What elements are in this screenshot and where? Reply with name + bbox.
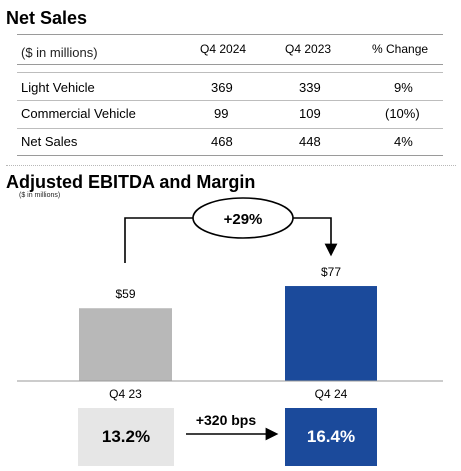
ticks-group: Q4 23 Q4 24	[109, 387, 348, 401]
row-label: Commercial Vehicle	[21, 106, 136, 121]
col-change: % Change	[372, 42, 429, 56]
col-q4-2024: Q4 2024	[200, 42, 247, 56]
row-q4-2024: 369	[211, 80, 233, 95]
table-row: Commercial Vehicle 99 109 (10%)	[17, 100, 443, 128]
growth-label: +29%	[224, 211, 263, 228]
row-change: 4%	[394, 134, 413, 149]
row-q4-2024: 468	[211, 134, 233, 149]
table-divider	[17, 100, 443, 101]
table-divider	[17, 155, 443, 156]
margin-box-q4-23: 13.2%	[78, 408, 174, 466]
x-tick-label: Q4 24	[315, 387, 348, 401]
growth-bracket-left	[124, 217, 193, 263]
net-sales-header-row: ($ in millions) Q4 2024 Q4 2023 % Change	[17, 34, 443, 65]
col-q4-2023: Q4 2023	[285, 42, 332, 56]
growth-bracket-right	[293, 217, 338, 257]
margin-value-q4-24: 16.4%	[306, 427, 356, 446]
row-change: (10%)	[385, 106, 420, 121]
x-tick-label: Q4 23	[109, 387, 142, 401]
row-q4-2023: 109	[299, 106, 321, 121]
bars-group: $59 $77	[79, 265, 377, 381]
margin-change-label: +320 bps	[196, 412, 257, 428]
ebitda-unit-note: ($ in millions)	[19, 192, 61, 199]
margin-value-q4-23: 13.2%	[101, 427, 151, 446]
row-q4-2023: 339	[299, 80, 321, 95]
table-divider	[17, 72, 443, 73]
margin-box-q4-24: 16.4%	[285, 408, 377, 466]
unit-note: ($ in millions)	[21, 45, 98, 60]
bar-data-label: $77	[321, 265, 341, 279]
table-divider	[17, 128, 443, 129]
bar-q4-24	[285, 286, 377, 381]
bar-q4-23	[79, 308, 172, 381]
growth-ellipse	[192, 197, 294, 239]
row-q4-2023: 448	[299, 134, 321, 149]
row-label: Light Vehicle	[21, 80, 95, 95]
net-sales-title: Net Sales	[6, 8, 88, 28]
section-divider	[6, 165, 456, 166]
bar-data-label: $59	[115, 287, 135, 301]
ebitda-title: Adjusted EBITDA and Margin	[6, 172, 256, 192]
row-label: Net Sales	[21, 134, 78, 149]
row-q4-2024: 99	[214, 106, 229, 121]
table-row: Light Vehicle 369 339 9%	[17, 72, 443, 100]
table-row: Net Sales 468 448 4%	[17, 128, 443, 156]
row-change: 9%	[394, 80, 413, 95]
